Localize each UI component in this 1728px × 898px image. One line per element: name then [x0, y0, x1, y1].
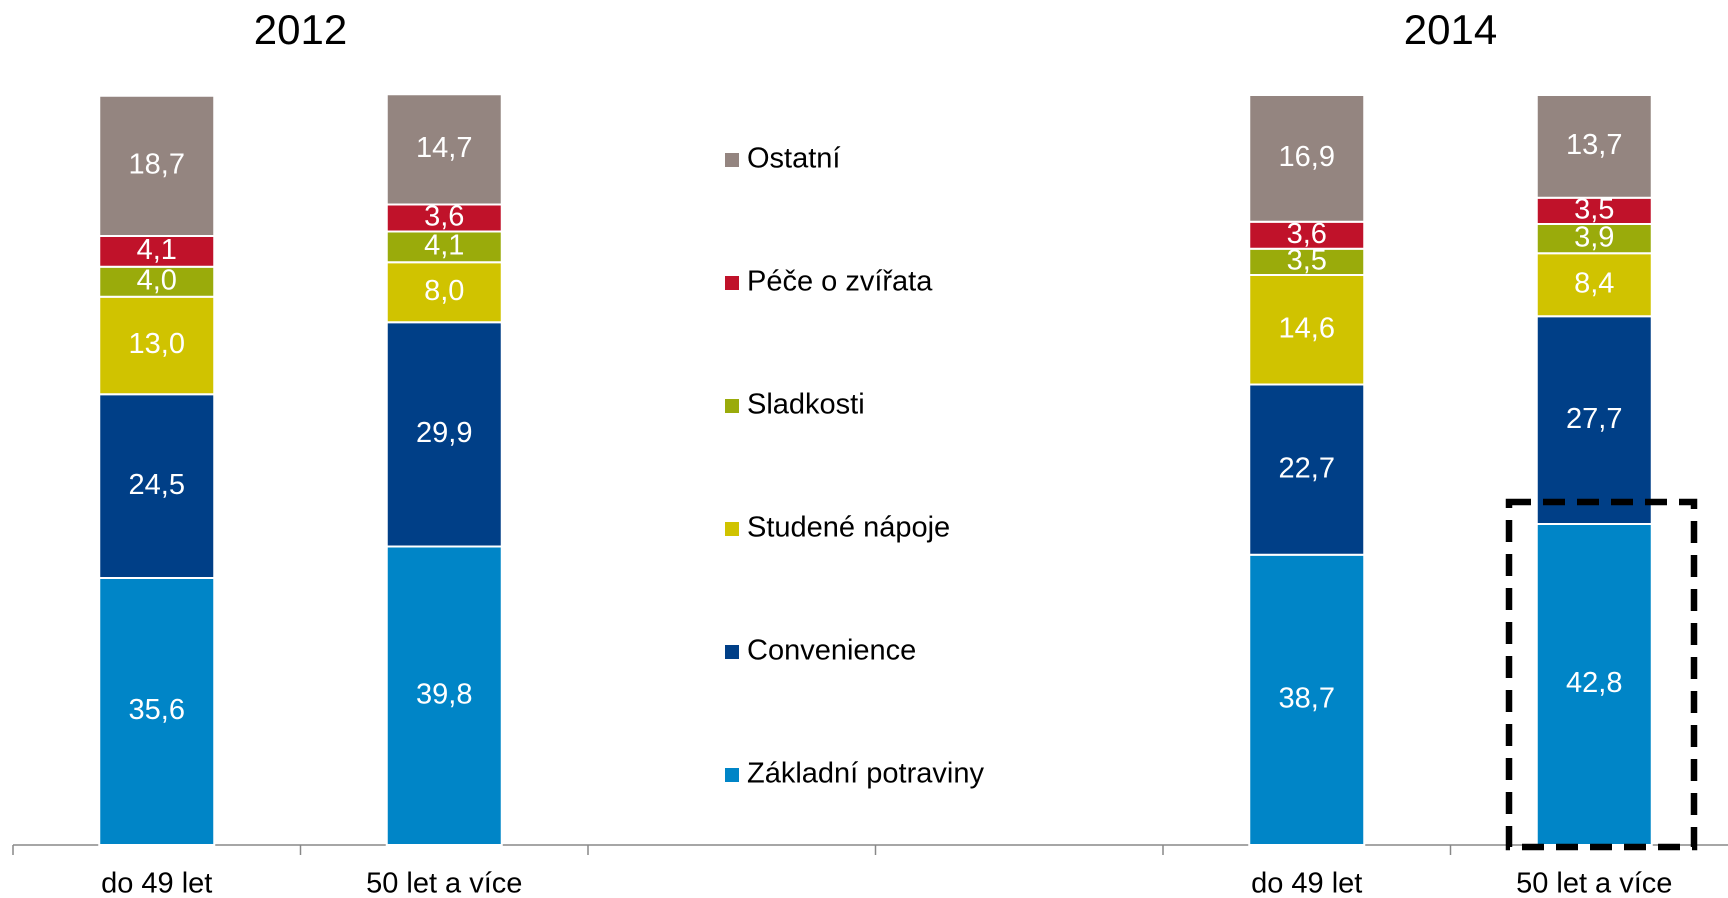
bar-segment: [98, 577, 216, 846]
legend-swatch: [725, 768, 739, 782]
bar-segment: [1248, 94, 1366, 223]
bar-segment: [98, 295, 216, 396]
data-label: 18,7: [129, 149, 185, 181]
x-tick-label: 50 let a více: [1516, 868, 1672, 898]
bar-segment: [98, 393, 216, 579]
data-label: 3,9: [1574, 221, 1614, 253]
legend-swatch: [725, 399, 739, 413]
legend-swatch: [725, 153, 739, 167]
data-label: 4,1: [424, 230, 464, 262]
data-label: 24,5: [129, 469, 185, 501]
bar-segment: [98, 235, 216, 268]
data-label: 3,6: [1287, 218, 1327, 250]
data-label: 4,0: [137, 264, 177, 296]
data-label: 4,1: [137, 234, 177, 266]
data-label: 35,6: [129, 694, 185, 726]
bar-segment: [1535, 252, 1653, 318]
bar-segment: [1248, 247, 1366, 276]
bar-segment: [385, 261, 503, 324]
x-tick-label: 50 let a více: [366, 868, 522, 898]
highlight-box: [1505, 498, 1698, 851]
legend-swatch: [725, 522, 739, 536]
bar-segment: [98, 94, 216, 237]
group-label: 2014: [1404, 6, 1497, 53]
data-label: 3,5: [1574, 194, 1614, 226]
bar-segment: [1248, 553, 1366, 846]
x-tick-label: do 49 let: [1251, 868, 1362, 898]
bar-segment: [385, 321, 503, 548]
data-label: 13,7: [1566, 129, 1622, 161]
data-label: 14,7: [416, 132, 472, 164]
legend-swatch: [725, 276, 739, 290]
data-label: 8,4: [1574, 267, 1614, 299]
legend-label: Péče o zvířata: [747, 266, 933, 298]
legend-label: Convenience: [747, 635, 916, 667]
bar-segment: [1535, 523, 1653, 846]
data-label: 16,9: [1279, 141, 1335, 173]
data-label: 39,8: [416, 678, 472, 710]
data-label: 3,5: [1287, 245, 1327, 277]
legend-swatch: [725, 645, 739, 659]
bar-segment: [385, 545, 503, 846]
legend-label: Ostatní: [747, 143, 841, 175]
data-label: 22,7: [1279, 452, 1335, 484]
legend-label: Sladkosti: [747, 389, 865, 421]
legend-label: Základní potraviny: [747, 758, 984, 790]
bar-segment: [1535, 315, 1653, 525]
data-label: 42,8: [1566, 667, 1622, 699]
group-label: 2012: [254, 6, 347, 53]
bar-segment: [385, 93, 503, 206]
bar-segment: [385, 230, 503, 264]
bar-segment: [98, 265, 216, 298]
bar-segment: [1535, 94, 1653, 199]
data-label: 13,0: [129, 328, 185, 360]
data-label: 27,7: [1566, 403, 1622, 435]
data-label: 38,7: [1279, 683, 1335, 715]
data-label: 29,9: [416, 417, 472, 449]
data-label: 8,0: [424, 275, 464, 307]
x-tick-label: do 49 let: [101, 868, 212, 898]
data-label: 3,6: [424, 201, 464, 233]
data-label: 14,6: [1279, 312, 1335, 344]
bar-segment: [1248, 220, 1366, 250]
legend-label: Studené nápoje: [747, 512, 950, 544]
bar-segment: [385, 203, 503, 233]
